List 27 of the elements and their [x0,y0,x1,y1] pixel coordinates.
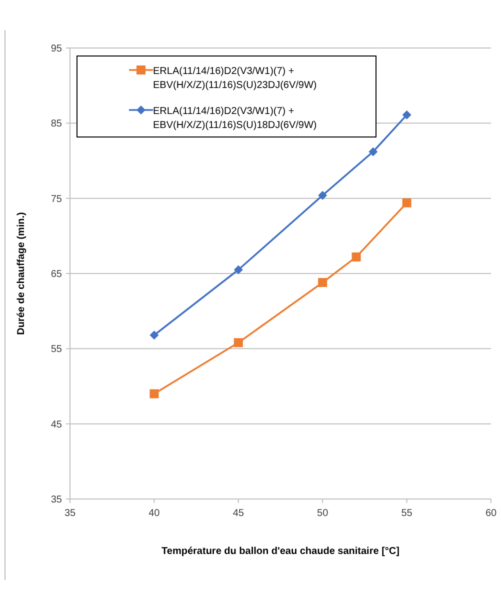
point [150,389,159,398]
x-tick-label: 60 [485,508,497,519]
y-tick-label: 65 [50,269,62,280]
x-tick-label: 40 [148,508,160,519]
legend-label: ERLA(11/14/16)D2(V3/W1)(7) + EBV(H/X/Z)(11/16)S(U)23DJ(6V/9W) [153,66,317,91]
point [318,190,328,200]
y-tick-label: 95 [50,44,62,54]
y-tick-label: 75 [50,194,62,205]
legend-label: ERLA(11/14/16)D2(V3/W1)(7) + EBV(H/X/Z)(11/16)S(U)18DJ(6V/9W) [153,106,317,131]
y-axis-title: Durée de chauffage (min.) [16,212,27,335]
point [318,278,328,288]
x-tick-label: 50 [317,508,329,519]
y-tick-label: 85 [50,118,62,130]
x-axis-title: Température du ballon d'eau chaude sanitaire [°C] [162,546,400,557]
y-tick-label: 35 [50,494,62,506]
y-tick-label: 45 [50,419,62,430]
point [368,147,378,156]
point [402,198,412,208]
y-tick-label: 55 [50,344,62,356]
point [352,252,361,262]
point [234,338,243,348]
point [402,110,412,120]
point [150,330,159,340]
x-tick-label: 55 [401,508,413,519]
x-tick-label: 35 [64,508,76,519]
x-tick-label: 45 [232,508,244,519]
point [234,265,243,274]
